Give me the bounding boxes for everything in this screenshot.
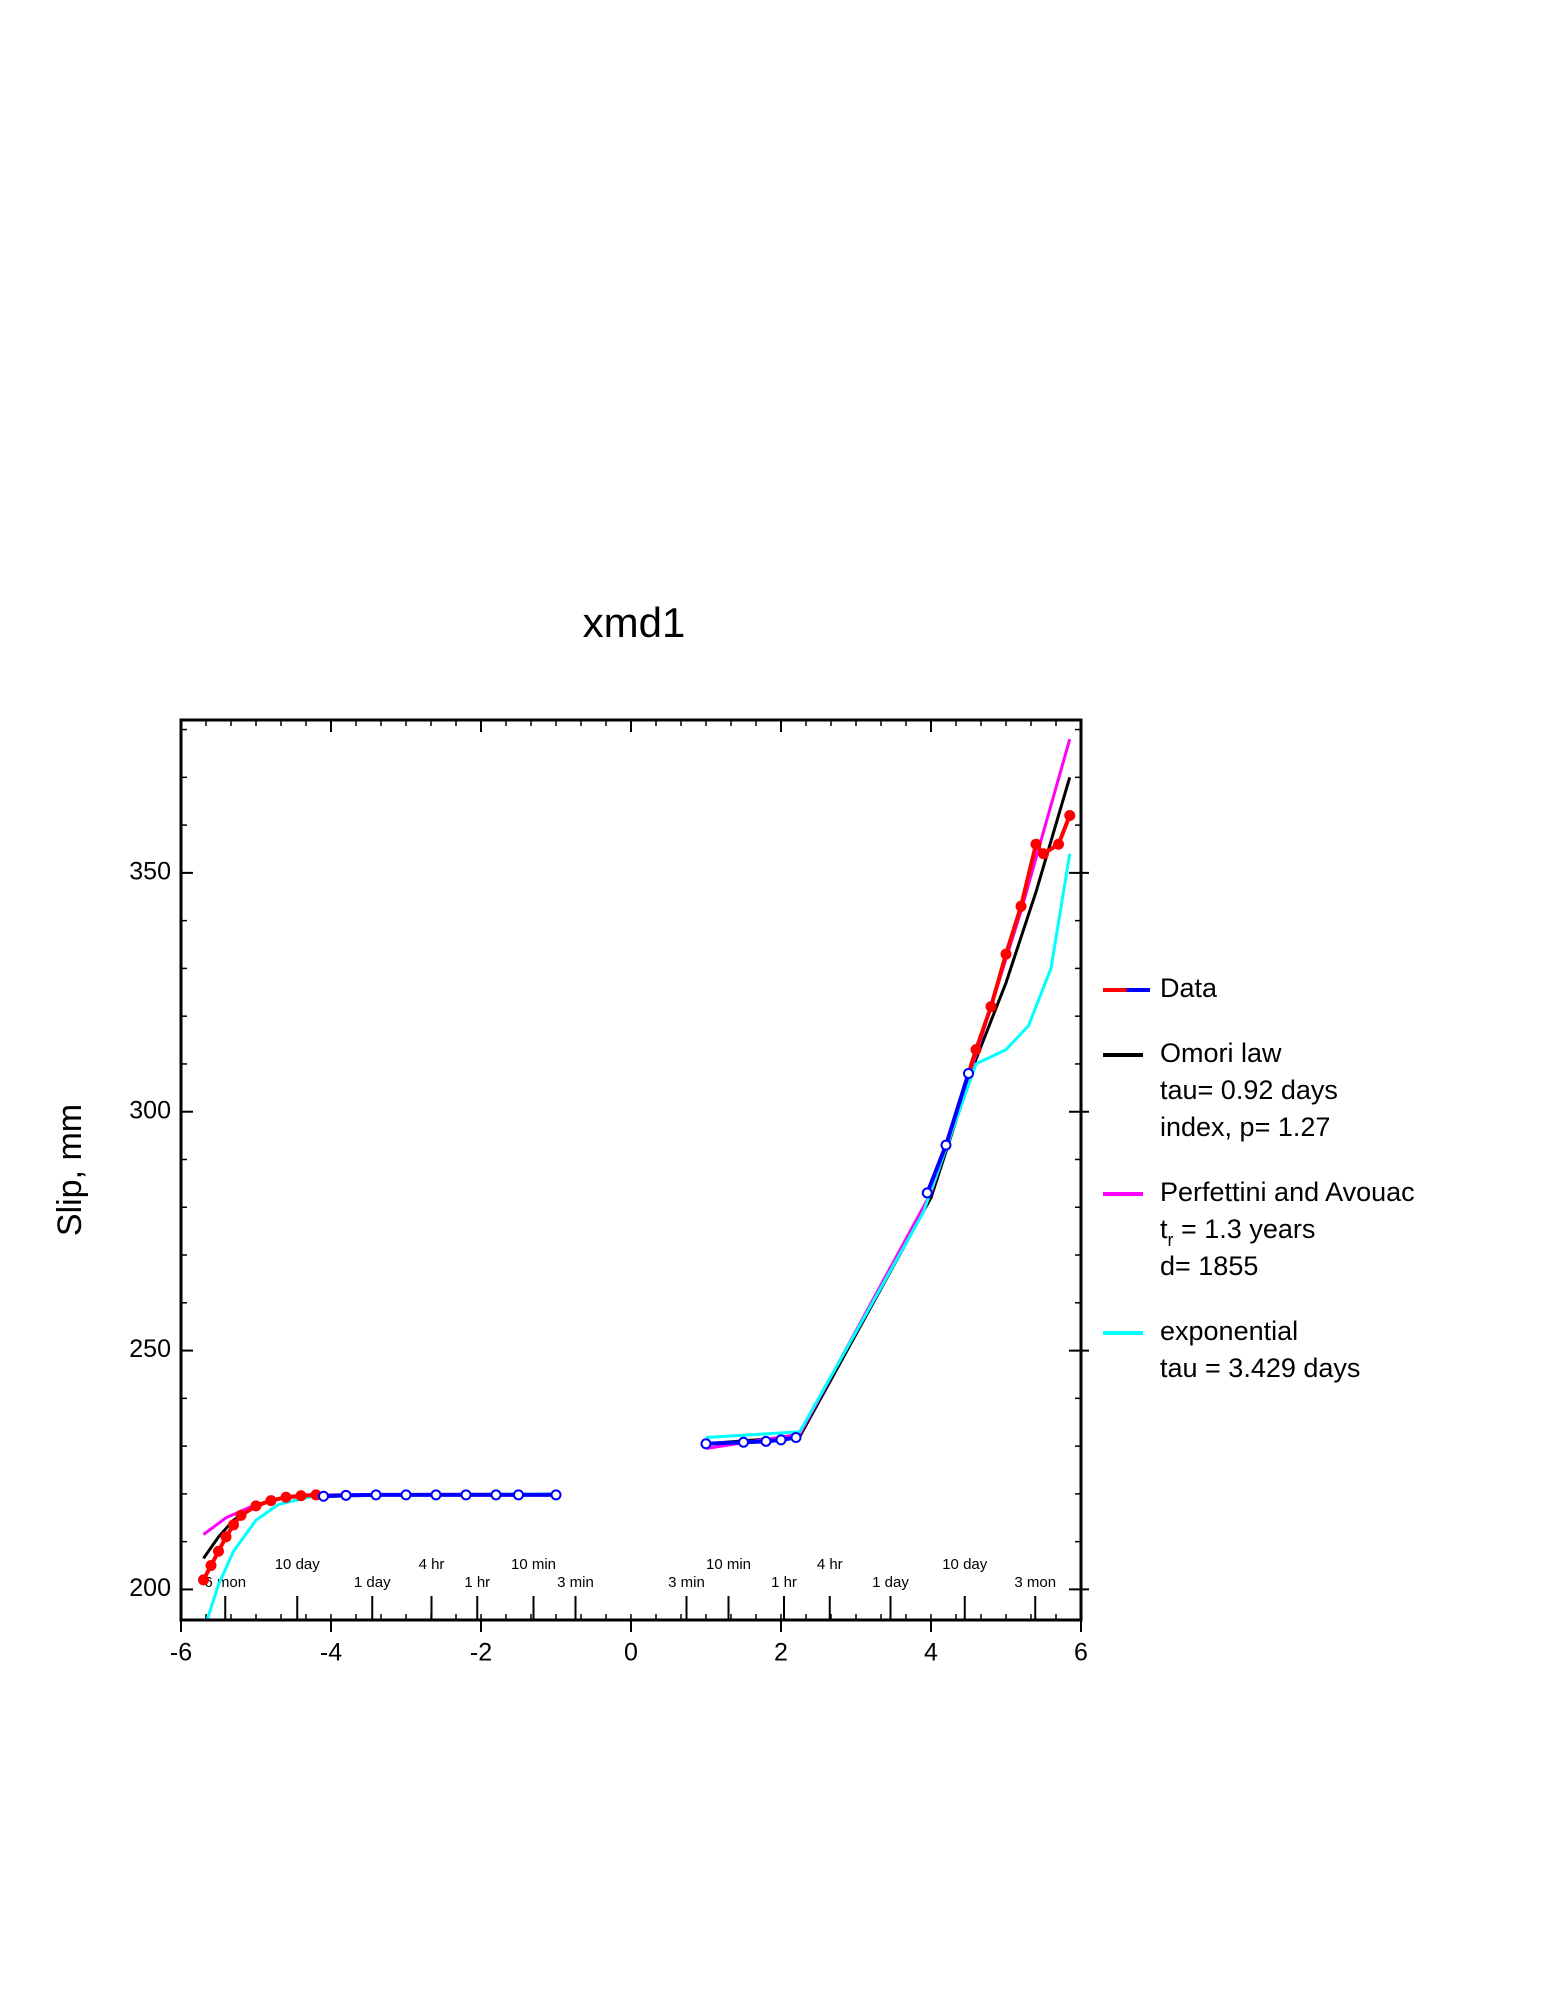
data-point — [1064, 810, 1076, 822]
data-segment — [974, 1005, 993, 1051]
data-segment — [925, 1144, 948, 1194]
time-tick-label: 4 hr — [419, 1556, 445, 1573]
data-point — [400, 1489, 412, 1501]
data-point — [700, 1438, 712, 1450]
time-tick-label: 1 day — [872, 1574, 909, 1591]
data-segment — [1019, 843, 1038, 907]
data-point — [790, 1432, 802, 1444]
time-tick-label: 4 hr — [817, 1556, 843, 1573]
legend-detail-part: = 1.3 years — [1174, 1214, 1316, 1244]
x-tick-label: 4 — [924, 1639, 938, 1667]
data-segment — [944, 1072, 971, 1146]
time-tick-label: 3 min — [557, 1574, 594, 1591]
data-point — [550, 1489, 562, 1501]
data-point — [220, 1531, 232, 1543]
data-point — [738, 1436, 749, 1448]
data-point — [340, 1489, 352, 1501]
time-tick-label: 3 min — [668, 1574, 705, 1591]
time-tick-label: 10 day — [942, 1556, 988, 1573]
data-point — [205, 1560, 217, 1572]
data-point — [295, 1490, 307, 1502]
legend-detail-part: tau= 0.92 days — [1160, 1075, 1338, 1105]
data-point — [1000, 948, 1012, 960]
data-point — [1015, 900, 1027, 912]
legend-detail-part: tau = 3.429 days — [1160, 1353, 1360, 1383]
x-tick-label: -6 — [170, 1639, 192, 1667]
legend-detail-part: t — [1160, 1214, 1168, 1244]
series-line — [202, 738, 1072, 1536]
data-point — [775, 1434, 787, 1446]
y-tick-label: 250 — [129, 1335, 171, 1363]
data-point — [235, 1509, 247, 1521]
data-point — [318, 1490, 329, 1502]
y-tick-label: 200 — [129, 1574, 171, 1602]
legend-detail-part: index, p= 1.27 — [1160, 1112, 1330, 1142]
time-tick-label: 1 hr — [464, 1574, 490, 1591]
data-point — [940, 1139, 952, 1151]
y-tick-label: 300 — [129, 1096, 171, 1124]
legend-detail-part: r — [1168, 1230, 1174, 1250]
data-point — [430, 1489, 442, 1501]
time-tick-label: 1 hr — [771, 1574, 797, 1591]
data-point — [250, 1500, 262, 1512]
time-tick-label: 10 day — [275, 1556, 321, 1573]
x-tick-label: -4 — [320, 1639, 342, 1667]
legend-detail: d= 1855 — [1160, 1251, 1258, 1281]
plot-frame — [179, 718, 1083, 1622]
time-tick-label: 6 mon — [204, 1574, 246, 1591]
time-tick-label: 10 min — [706, 1556, 751, 1573]
data-point — [513, 1489, 524, 1501]
time-tick-label: 3 mon — [1014, 1574, 1056, 1591]
data-point — [370, 1489, 382, 1501]
data-segment — [705, 1440, 744, 1446]
data-point — [228, 1519, 239, 1531]
data-point — [760, 1435, 772, 1447]
data-point — [198, 1574, 209, 1586]
time-tick-label: 1 day — [354, 1574, 391, 1591]
data-point — [490, 1489, 502, 1501]
x-tick-label: -2 — [470, 1639, 492, 1667]
plot-area — [198, 738, 1076, 1620]
data-segment — [1004, 905, 1023, 955]
x-tick-label: 2 — [774, 1639, 788, 1667]
chart-title: xmd1 — [583, 599, 686, 646]
legend-detail: index, p= 1.27 — [1160, 1112, 1330, 1142]
y-axis-label: Slip, mm — [51, 1104, 89, 1236]
data-segment — [989, 953, 1008, 1008]
data-point — [985, 1001, 997, 1013]
data-point — [460, 1489, 472, 1501]
time-tick-label: 10 min — [511, 1556, 556, 1573]
data-point — [1053, 838, 1064, 850]
legend-label: Perfettini and Avouac — [1160, 1177, 1415, 1207]
legend-label: Omori law — [1160, 1038, 1282, 1068]
data-point — [280, 1491, 292, 1503]
legend-label: exponential — [1160, 1316, 1298, 1346]
legend-label: Data — [1160, 973, 1218, 1003]
data-point — [265, 1495, 277, 1507]
data-point — [970, 1044, 982, 1056]
x-tick-label: 0 — [624, 1639, 638, 1667]
data-point — [1030, 838, 1042, 850]
series-line — [205, 853, 1072, 1620]
legend-detail-part: d= 1855 — [1160, 1251, 1258, 1281]
data-point — [213, 1545, 224, 1557]
legend-detail: tau = 3.429 days — [1160, 1353, 1360, 1383]
data-point — [1038, 848, 1049, 860]
x-tick-label: 6 — [1074, 1639, 1088, 1667]
y-tick-label: 350 — [129, 857, 171, 885]
legend-detail: tau= 0.92 days — [1160, 1075, 1338, 1105]
data-point — [921, 1187, 933, 1199]
data-point — [963, 1068, 974, 1080]
legend-detail: tr = 1.3 years — [1160, 1214, 1315, 1250]
